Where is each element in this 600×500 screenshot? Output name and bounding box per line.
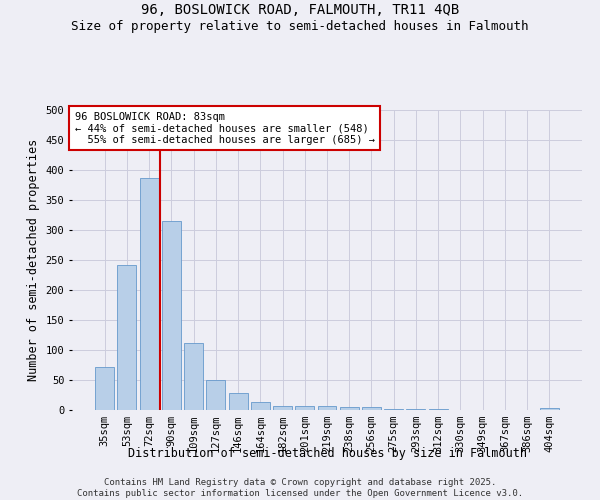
Bar [384, 409, 403, 410]
Bar [95, 367, 114, 410]
Bar [118, 266, 136, 410]
Text: 96 BOSLOWICK ROAD: 83sqm
← 44% of semi-detached houses are smaller (548)
  55% o: 96 BOSLOWICK ROAD: 83sqm ← 44% of semi-d… [74, 112, 374, 144]
Text: Distribution of semi-detached houses by size in Falmouth: Distribution of semi-detached houses by … [128, 448, 527, 460]
Text: 96, BOSLOWICK ROAD, FALMOUTH, TR11 4QB: 96, BOSLOWICK ROAD, FALMOUTH, TR11 4QB [141, 2, 459, 16]
Text: Size of property relative to semi-detached houses in Falmouth: Size of property relative to semi-detach… [71, 20, 529, 33]
Bar [206, 380, 225, 410]
Bar [317, 406, 337, 410]
Bar [184, 343, 203, 410]
Bar [162, 221, 181, 410]
Bar [295, 406, 314, 410]
Bar [273, 406, 292, 410]
Bar [362, 407, 381, 410]
Bar [229, 392, 248, 410]
Bar [140, 178, 158, 410]
Text: Contains HM Land Registry data © Crown copyright and database right 2025.
Contai: Contains HM Land Registry data © Crown c… [77, 478, 523, 498]
Bar [340, 407, 359, 410]
Bar [251, 402, 270, 410]
Bar [540, 408, 559, 410]
Y-axis label: Number of semi-detached properties: Number of semi-detached properties [27, 139, 40, 381]
